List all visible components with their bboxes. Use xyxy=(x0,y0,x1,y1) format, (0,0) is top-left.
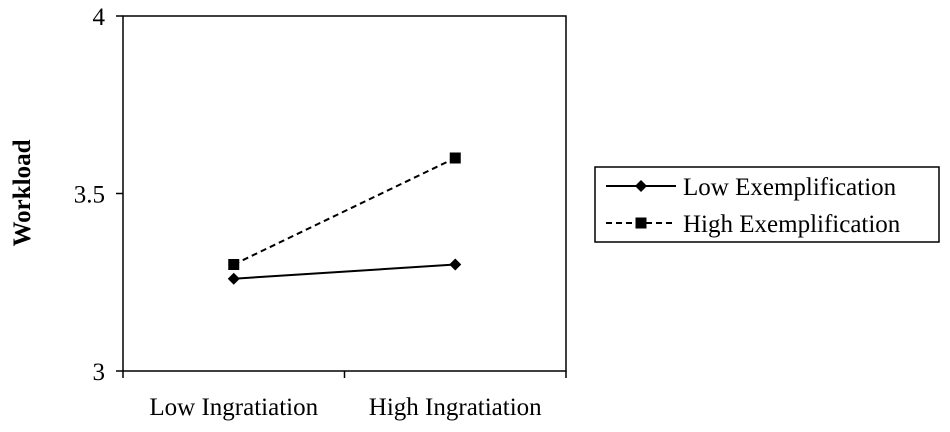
series-low-exemplification xyxy=(227,258,462,285)
y-tick-label: 4 xyxy=(93,4,106,31)
y-tick-label: 3.5 xyxy=(74,182,105,209)
legend-marker xyxy=(635,180,647,192)
series-line xyxy=(233,157,456,266)
x-tick-label: Low Ingratiation xyxy=(149,394,318,421)
y-tick-label: 3 xyxy=(93,359,106,386)
legend-item: High Exemplification xyxy=(606,211,901,238)
legend-item: Low Exemplification xyxy=(606,174,897,201)
series-high-exemplification xyxy=(228,152,461,270)
x-tick-label: High Ingratiation xyxy=(369,394,542,421)
series-layer xyxy=(227,152,462,285)
data-point xyxy=(227,272,240,285)
legend-box xyxy=(594,166,940,243)
legend-marker xyxy=(635,217,647,229)
data-point xyxy=(228,259,240,270)
data-point xyxy=(449,152,461,164)
legend: Low Exemplification High Exemplification xyxy=(594,166,940,243)
legend-label: Low Exemplification xyxy=(683,174,897,201)
data-point xyxy=(449,258,462,271)
series-line xyxy=(233,263,456,280)
y-axis-title: Workload xyxy=(9,139,36,246)
y-axis: 33.54 xyxy=(74,4,123,386)
legend-label: High Exemplification xyxy=(683,211,901,238)
plot-area xyxy=(122,15,567,372)
x-axis: Low Ingratiation High Ingratiation xyxy=(122,371,567,421)
